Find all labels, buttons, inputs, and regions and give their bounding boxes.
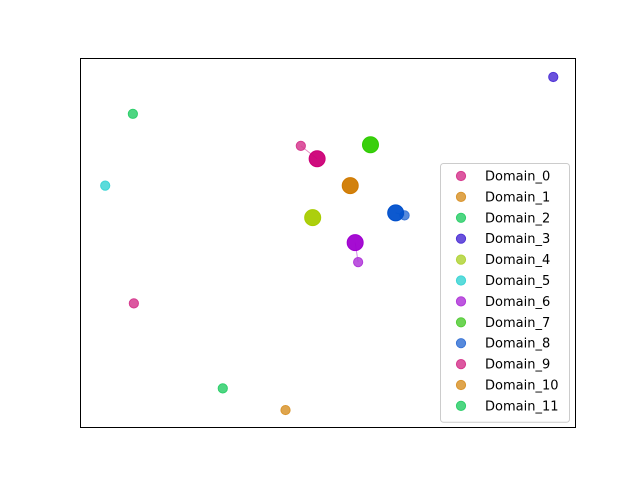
legend-label-domain_8: Domain_8	[485, 337, 550, 352]
data-points	[100, 71, 559, 416]
legend-label-domain_9: Domain_9	[485, 358, 550, 373]
centroid-marker-5	[387, 204, 405, 222]
legend-marker-domain_11	[455, 400, 467, 411]
centroid-marker-2	[361, 136, 379, 154]
legend-label-domain_10: Domain_10	[485, 379, 559, 394]
point-domain_5-0	[100, 180, 111, 191]
legend-label-domain_7: Domain_7	[485, 316, 550, 331]
centroid-marker-0	[308, 150, 326, 168]
legend-label-domain_11: Domain_11	[485, 399, 559, 414]
centroid-marker-3	[304, 209, 322, 227]
point-domain_9-0	[128, 298, 139, 309]
legend-marker-domain_10	[455, 379, 467, 391]
legend-marker-domain_7	[455, 317, 467, 328]
point-domain_11-0	[217, 383, 228, 394]
legend-label-domain_1: Domain_1	[485, 190, 550, 205]
legend-box	[440, 163, 570, 423]
legend-marker-domain_4	[455, 254, 467, 265]
legend-marker-domain_3	[455, 233, 467, 244]
legend-marker-domain_5	[455, 275, 467, 286]
legend-marker-domain_9	[455, 359, 467, 370]
centroid-markers	[304, 136, 405, 252]
legend-label-domain_3: Domain_3	[485, 232, 550, 247]
legend-marker-domain_6	[455, 296, 467, 307]
legend-marker-domain_1	[455, 191, 467, 202]
legend-label-domain_6: Domain_6	[485, 295, 550, 310]
legend-label-domain_2: Domain_2	[485, 211, 550, 226]
legend-marker-domain_8	[455, 338, 467, 349]
legend-label-domain_5: Domain_5	[485, 274, 550, 289]
point-domain_0-0	[295, 140, 306, 151]
legend-label-domain_0: Domain_0	[485, 170, 550, 185]
point-domain_3-0	[548, 71, 559, 83]
legend-marker-domain_0	[455, 170, 467, 182]
centroid-marker-4	[346, 234, 364, 252]
legend-marker-domain_2	[455, 212, 467, 223]
point-domain_1-0	[280, 404, 291, 416]
point-domain_6-0	[353, 257, 364, 268]
legend: Domain_0 Domain_1 Domain_2 Domain_3 Domain_4…	[440, 163, 570, 423]
centroid-marker-1	[341, 177, 359, 195]
point-domain_2-0	[127, 108, 138, 119]
legend-label-domain_4: Domain_4	[485, 253, 550, 268]
